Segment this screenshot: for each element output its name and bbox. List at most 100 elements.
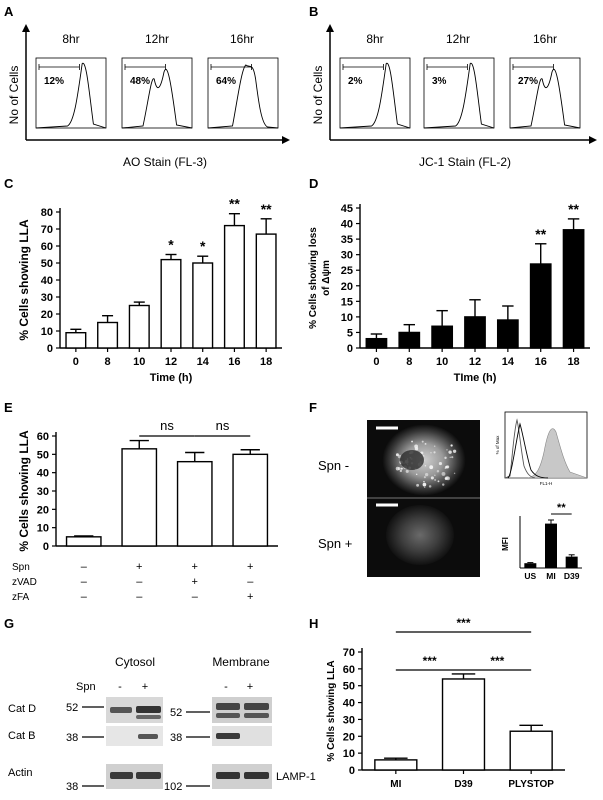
row-label-actin: Actin [8,767,32,779]
mfi-bar-0 [524,563,537,568]
lysosome-speckle [434,474,436,476]
panel-d-sig-5: ** [535,226,546,242]
panel-a-histograms: 12% 48% 64% [35,57,279,129]
panel-letter-b: B [309,4,318,19]
panel-e-sign-r0-c1: + [136,561,142,573]
panel-e-ytick-label-0: 0 [43,541,49,553]
panel-c-xtick-label-3: 12 [165,356,177,368]
panel-b-histograms: 2% 3% 27% [339,57,581,129]
panel-e-ytick-label-3: 30 [37,486,49,498]
panel-d-ytick-label-8: 40 [341,219,353,231]
panel-c-xtick-label-2: 10 [133,356,145,368]
panel-b-time-1: 8hr [366,32,383,46]
panel-d-xlabel: TIme (h) [454,372,497,384]
panel-c-xtick-label-1: 8 [105,356,111,368]
mfi-ylabel: MFI [501,537,510,551]
panel-d-ytick-label-0: 0 [347,343,353,355]
panel-c-xtick-label-6: 18 [260,356,272,368]
panel-d-bar-6 [562,229,585,349]
panel-f-mfi-chart: MFI US MI D39 ** [501,502,582,581]
panel-c-ytick-label-3: 30 [41,292,53,304]
panel-d-chart: 0 5 10 15 20 25 30 35 40 45 0 8 10 12 14 16 ** 18 ** % Cell… [308,201,590,384]
mem-lamp-band-2 [244,772,269,779]
panel-h-ytick-label-7: 70 [343,647,355,659]
panel-letter-g: G [4,616,14,631]
panel-d-ytick-label-9: 45 [341,203,353,215]
lysosome-speckle [446,449,448,451]
lysosome-speckle [430,451,432,454]
panel-b-x-arrow [589,136,597,144]
panel-h-bar-0 [374,759,418,771]
panel-c-sig-6: ** [261,201,272,217]
panel-e-sign-r0-c2: + [192,561,198,573]
a-hist-2-curve [121,69,193,129]
panel-c-ytick-label-8: 80 [41,207,53,219]
mfi-bar-2 [565,556,578,568]
panel-h-bar-2 [509,730,553,771]
a-hist-1-curve [35,63,107,129]
b-hist-1-curve [339,63,411,129]
panel-d-bar-2 [431,325,454,349]
lysosome-speckle [430,465,432,468]
panel-e-sign-r1-c3: – [247,576,254,588]
lysosome-speckle [414,447,419,451]
panel-d-ytick-label-4: 20 [341,281,353,293]
lysosome-speckle [448,450,452,454]
panel-letter-d: D [309,176,318,191]
panel-d-xtick-label-3: 12 [469,356,481,368]
mem-catd-band-1 [216,703,240,710]
flow-hist-curve-1 [504,418,536,479]
panel-e-ytick-label-1: 10 [37,523,49,535]
panel-h-xtick-label-0: MI [390,779,401,790]
cyto-catb-band [138,734,158,739]
panel-e-ytick-label-6: 60 [37,431,49,443]
panel-e-ns-label-1: ns [216,418,230,433]
lysosome-speckle [444,456,447,460]
panel-e-chart: 0 10 20 30 40 50 60 % Cells showing LLA ns ns [17,418,278,553]
panel-c-ylabel: % Cells showing LLA [17,219,31,341]
lysosome-speckle [411,440,413,443]
lysosome-speckle [433,445,436,447]
lysosome-speckle [424,442,427,445]
cyto-mw-38a: 38 [66,732,78,744]
panel-a-time-2: 12hr [145,32,169,46]
lysosome-speckle [452,449,457,453]
panel-c-ytick-label-2: 20 [41,309,53,321]
panel-d-ytick-label-6: 30 [341,250,353,262]
a-hist-3-percent: 64% [216,76,236,87]
panel-a-y-arrow [22,24,30,32]
lysosome-speckle [430,476,434,480]
cyto-catd-band-2 [136,706,161,713]
panel-e-ytick-label-2: 20 [37,504,49,516]
b-hist-1-frame [339,57,411,129]
mem-lane-plus: + [247,681,253,693]
lysosome-speckle [453,472,456,475]
panel-e-sign-r2-c0: – [81,591,88,603]
panel-c-bar-5 [223,224,245,349]
lysosome-speckle [423,480,425,483]
mem-lamp-band-1 [216,772,240,779]
panel-e-sign-r2-c1: – [136,591,143,603]
lysosome-speckle [428,485,432,488]
panel-c-bar-3 [160,258,182,349]
lysosome-speckle [400,467,403,470]
panel-d-ytick-label-3: 15 [341,296,353,308]
label-spn-plus: Spn + [318,536,352,551]
panel-c-bar-6 [255,233,277,349]
lysosome-speckle [434,478,437,482]
panel-c-xtick-label-4: 14 [197,356,210,368]
lysosome-speckle [450,444,453,447]
panel-e-ylabel: % Cells showing LLA [17,430,31,552]
panel-c-chart: 0 10 20 30 40 50 60 70 80 0 8 10 12 * 14 * 16 ** 18 ** % Cel… [17,196,282,384]
panel-c-sig-5: ** [229,196,240,212]
a-hist-1-frame [35,57,107,129]
lysosome-speckle [441,471,446,476]
panel-e-row-zfa: zFA [12,592,30,603]
panel-e-sign-r1-c0: – [81,576,88,588]
a-hist-3-frame [207,57,279,129]
cyto-blot-catb [106,726,163,746]
panel-h-ytick-label-2: 20 [343,731,355,743]
b-hist-2-percent: 3% [432,76,447,87]
panel-e-bar-0 [65,536,102,547]
row-label-catd: Cat D [8,703,36,715]
